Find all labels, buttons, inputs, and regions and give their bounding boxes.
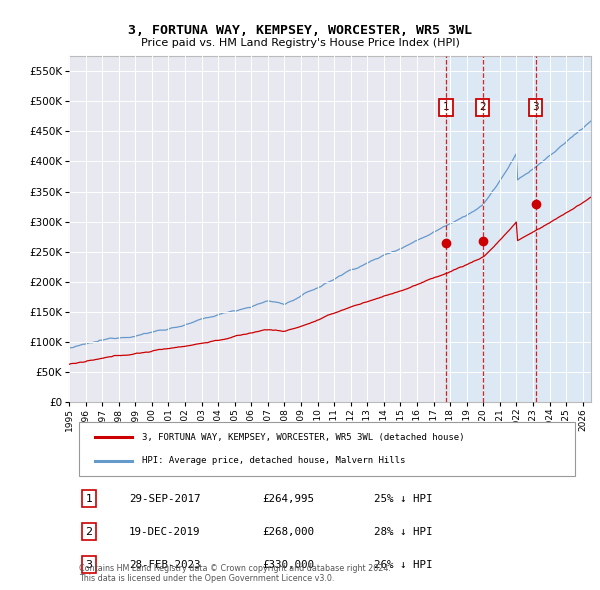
Text: 3: 3 — [532, 102, 539, 112]
Text: Contains HM Land Registry data © Crown copyright and database right 2024.
This d: Contains HM Land Registry data © Crown c… — [79, 564, 391, 584]
Text: £268,000: £268,000 — [262, 527, 314, 537]
Text: 26% ↓ HPI: 26% ↓ HPI — [374, 560, 433, 570]
Text: 29-SEP-2017: 29-SEP-2017 — [129, 494, 200, 504]
Text: £330,000: £330,000 — [262, 560, 314, 570]
FancyBboxPatch shape — [79, 422, 575, 476]
Text: 2: 2 — [479, 102, 486, 112]
Text: 1: 1 — [85, 494, 92, 504]
Text: £264,995: £264,995 — [262, 494, 314, 504]
Text: Price paid vs. HM Land Registry's House Price Index (HPI): Price paid vs. HM Land Registry's House … — [140, 38, 460, 48]
Bar — [446, 56, 591, 402]
Text: 19-DEC-2019: 19-DEC-2019 — [129, 527, 200, 537]
Text: 2: 2 — [85, 527, 92, 537]
Text: 3: 3 — [85, 560, 92, 570]
Text: 3, FORTUNA WAY, KEMPSEY, WORCESTER, WR5 3WL (detached house): 3, FORTUNA WAY, KEMPSEY, WORCESTER, WR5 … — [142, 432, 464, 441]
Text: 28-FEB-2023: 28-FEB-2023 — [129, 560, 200, 570]
Text: 28% ↓ HPI: 28% ↓ HPI — [374, 527, 433, 537]
Text: HPI: Average price, detached house, Malvern Hills: HPI: Average price, detached house, Malv… — [142, 456, 406, 466]
Text: 25% ↓ HPI: 25% ↓ HPI — [374, 494, 433, 504]
Text: 1: 1 — [443, 102, 449, 112]
Text: 3, FORTUNA WAY, KEMPSEY, WORCESTER, WR5 3WL: 3, FORTUNA WAY, KEMPSEY, WORCESTER, WR5 … — [128, 24, 472, 37]
